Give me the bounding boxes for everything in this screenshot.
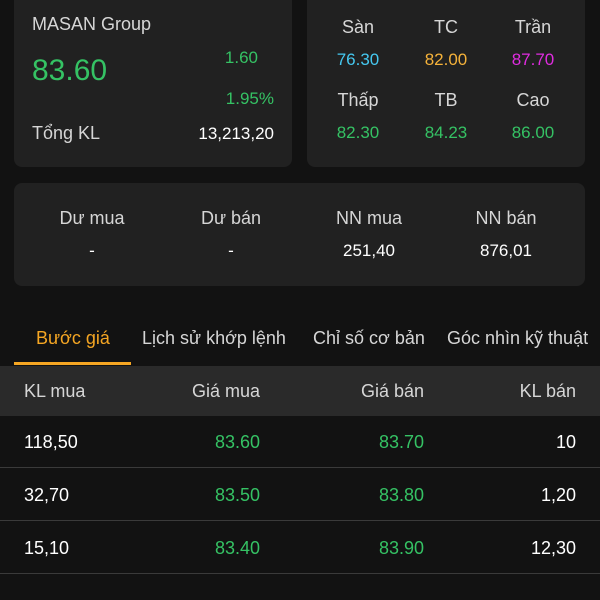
sell-surplus: Dư bán - <box>161 208 301 261</box>
active-tab-indicator <box>14 362 131 365</box>
tab-trade-history[interactable]: Lịch sử khớp lệnh <box>142 328 286 348</box>
reference-price: TC 82.00 <box>401 17 491 70</box>
current-price: 83.60 <box>32 54 108 87</box>
tab-technical-view[interactable]: Góc nhìn kỹ thuật <box>447 328 589 348</box>
order-book-row: 15,10 83.40 83.90 12,30 <box>0 522 600 574</box>
price-change: 1.60 <box>224 48 258 67</box>
header-ask-volume: KL bán <box>519 381 576 401</box>
bid-volume: 32,70 <box>24 485 70 505</box>
ask-price: 83.90 <box>378 538 424 558</box>
price-change-percent: 1.95% <box>225 89 274 108</box>
foreign-sell-label: NN bán <box>475 208 537 228</box>
foreign-sell-value: 876,01 <box>480 241 532 260</box>
floor-price-value: 76.30 <box>336 50 380 69</box>
floor-price: Sàn 76.30 <box>313 17 403 70</box>
surplus-card: Dư mua - Dư bán - NN mua 251,40 NN bán 8… <box>14 183 585 286</box>
average-price: TB 84.23 <box>401 90 491 143</box>
floor-price-label: Sàn <box>341 17 375 37</box>
ceiling-price-value: 87.70 <box>511 50 555 69</box>
bid-price: 83.50 <box>214 485 260 505</box>
low-price: Thấp 82.30 <box>313 90 403 143</box>
sell-surplus-label: Dư bán <box>200 208 262 228</box>
ask-volume: 12,30 <box>530 538 576 558</box>
header-bid-price: Giá mua <box>191 381 260 401</box>
order-book-row: 32,70 83.50 83.80 1,20 <box>0 469 600 521</box>
total-volume-value: 13,213,20 <box>198 124 274 143</box>
foreign-buy-value: 251,40 <box>343 241 395 260</box>
ask-price: 83.70 <box>378 432 424 452</box>
foreign-sell: NN bán 876,01 <box>436 208 576 261</box>
foreign-buy-label: NN mua <box>335 208 402 228</box>
foreign-buy: NN mua 251,40 <box>299 208 439 261</box>
total-volume-label: Tổng KL <box>32 123 101 143</box>
bid-volume: 118,50 <box>24 432 78 452</box>
low-price-label: Thấp <box>337 90 379 110</box>
average-price-value: 84.23 <box>424 123 468 142</box>
bid-price: 83.60 <box>214 432 260 452</box>
order-book-header: KL mua Giá mua Giá bán KL bán <box>0 366 600 416</box>
average-price-label: TB <box>434 90 458 110</box>
tab-bar: Bước giá Lịch sử khớp lệnh Chỉ số cơ bản… <box>0 312 600 366</box>
buy-surplus-label: Dư mua <box>59 208 125 228</box>
reference-price-label: TC <box>434 17 458 37</box>
header-ask-price: Giá bán <box>360 381 424 401</box>
low-price-value: 82.30 <box>336 123 380 142</box>
high-price-label: Cao <box>516 90 550 110</box>
buy-surplus-value: - <box>89 241 95 260</box>
order-book-row: 118,50 83.60 83.70 10 <box>0 416 600 468</box>
ask-volume: 10 <box>555 432 576 452</box>
bid-volume: 15,10 <box>24 538 70 558</box>
quote-card: MASAN Group 83.60 1.60 1.95% Tổng KL 13,… <box>14 0 292 167</box>
ask-volume: 1,20 <box>540 485 576 505</box>
tab-fundamentals[interactable]: Chỉ số cơ bản <box>313 328 425 348</box>
buy-surplus: Dư mua - <box>22 208 162 261</box>
header-bid-volume: KL mua <box>24 381 86 401</box>
ask-price: 83.80 <box>378 485 424 505</box>
tab-price-steps[interactable]: Bước giá <box>36 328 110 348</box>
reference-price-value: 82.00 <box>424 50 468 69</box>
ceiling-price-label: Trần <box>514 17 552 37</box>
sell-surplus-value: - <box>228 241 234 260</box>
high-price-value: 86.00 <box>511 123 555 142</box>
company-name: MASAN Group <box>32 14 152 34</box>
price-range-card: Sàn 76.30 TC 82.00 Trần 87.70 Thấp 82.30… <box>307 0 585 167</box>
high-price: Cao 86.00 <box>488 90 578 143</box>
ceiling-price: Trần 87.70 <box>488 17 578 70</box>
bid-price: 83.40 <box>214 538 260 558</box>
